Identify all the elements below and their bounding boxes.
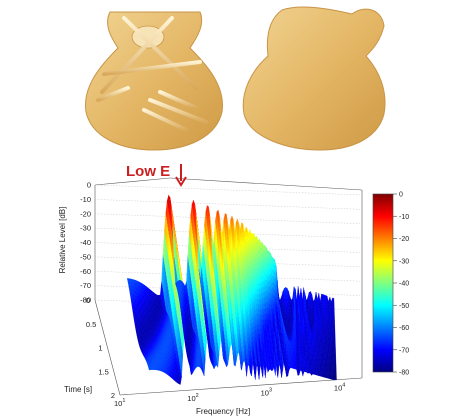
- grid-line: [94, 285, 363, 296]
- guitar-back-body: [242, 6, 386, 151]
- surface-cell: [335, 377, 337, 381]
- chart-frame: [94, 177, 363, 396]
- ladder-bracing: [248, 9, 386, 149]
- surface-cell: [333, 317, 335, 321]
- x-bracing: [96, 16, 208, 132]
- guitar-back-illustration: [242, 6, 386, 151]
- surface-cell: [335, 375, 337, 378]
- grid-line: [94, 184, 363, 196]
- grid-line: [94, 242, 363, 253]
- grid-line: [94, 199, 363, 210]
- grid-line: [94, 256, 363, 268]
- spectrum-surface: [126, 195, 337, 385]
- grid-line: [94, 271, 363, 282]
- grid-line: [94, 227, 363, 239]
- grid-line: [94, 213, 363, 224]
- guitar-top-illustration: [85, 11, 223, 151]
